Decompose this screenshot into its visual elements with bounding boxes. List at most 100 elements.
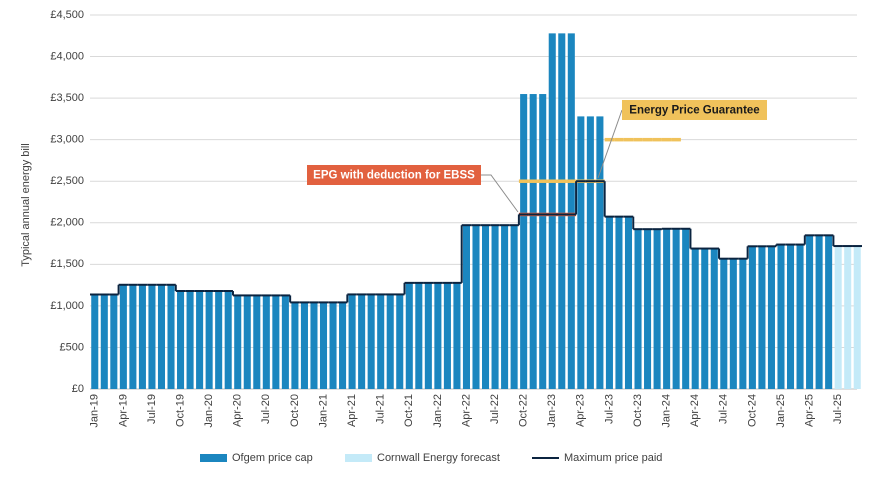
- bar: [167, 284, 175, 389]
- legend-label: Cornwall Energy forecast: [377, 452, 500, 464]
- x-tick-label: Jan-23: [546, 394, 558, 428]
- bar: [443, 282, 451, 389]
- x-tick-label: Oct-21: [403, 394, 415, 427]
- bar: [215, 291, 223, 389]
- bar: [806, 235, 814, 389]
- bar: [291, 302, 299, 389]
- bar: [834, 246, 842, 389]
- bar: [634, 229, 642, 389]
- bar: [615, 216, 623, 389]
- bar: [567, 33, 575, 389]
- bar: [815, 235, 823, 389]
- bar: [234, 295, 242, 389]
- y-axis-label: Typical annual energy bill: [20, 143, 32, 267]
- annotation-label: Energy Price Guarantee: [629, 105, 759, 117]
- x-tick-label: Apr-20: [232, 394, 244, 427]
- bar: [310, 302, 318, 389]
- bar: [644, 229, 652, 389]
- x-tick-label: Apr-22: [460, 394, 472, 427]
- bar: [520, 94, 528, 389]
- x-tick-label: Jul-25: [832, 394, 844, 424]
- bar: [129, 284, 137, 389]
- bar: [119, 284, 127, 389]
- annotation-box: [307, 165, 481, 185]
- y-tick-label: £3,500: [50, 92, 84, 104]
- y-tick-label: £1,500: [50, 258, 84, 270]
- bar: [796, 244, 804, 389]
- bar: [586, 116, 594, 389]
- bar: [186, 291, 194, 389]
- bar: [110, 294, 118, 389]
- annotation-box: [622, 100, 767, 120]
- bar: [605, 216, 613, 389]
- x-tick-label: Jan-19: [89, 394, 101, 428]
- y-tick-label: £4,000: [50, 50, 84, 62]
- x-tick-label: Jul-20: [260, 394, 272, 424]
- bar: [701, 248, 709, 389]
- bar: [138, 284, 146, 389]
- bar: [224, 291, 232, 389]
- bar: [758, 246, 766, 389]
- bar: [577, 116, 585, 389]
- x-tick-label: Jan-24: [661, 394, 673, 428]
- bar: [777, 244, 785, 389]
- legend-swatch: [345, 454, 372, 462]
- x-tick-label: Jul-23: [603, 394, 615, 424]
- bar: [339, 302, 347, 389]
- bar: [319, 302, 328, 389]
- x-tick-label: Oct-20: [289, 394, 301, 427]
- x-tick-label: Jan-22: [432, 394, 444, 428]
- bar: [548, 33, 556, 389]
- bar: [853, 246, 861, 389]
- bar: [100, 294, 108, 389]
- bar: [281, 295, 289, 389]
- bar: [396, 294, 404, 389]
- leader-line: [597, 109, 623, 179]
- bar: [243, 295, 251, 389]
- bar: [510, 225, 518, 389]
- bar: [748, 246, 756, 389]
- bar: [358, 294, 366, 389]
- x-tick-label: Apr-21: [346, 394, 358, 427]
- x-tick-label: Jul-22: [489, 394, 501, 424]
- annotation-label: EPG with deduction for EBSS: [313, 170, 475, 182]
- x-tick-label: Jul-19: [146, 394, 158, 424]
- bar: [348, 294, 356, 389]
- bar: [720, 258, 728, 389]
- y-tick-label: £2,500: [50, 175, 84, 187]
- bar: [377, 294, 385, 389]
- bar: [177, 291, 185, 389]
- bar: [262, 295, 270, 389]
- x-tick-label: Apr-23: [575, 394, 587, 427]
- bar: [367, 294, 375, 389]
- bar: [844, 246, 852, 389]
- bar: [539, 94, 547, 389]
- y-tick-label: £3,000: [50, 134, 84, 146]
- bar: [682, 228, 690, 389]
- bar: [663, 228, 671, 389]
- y-tick-label: £2,000: [50, 217, 84, 229]
- bar: [434, 282, 442, 389]
- bar: [405, 282, 413, 389]
- bar: [729, 258, 737, 389]
- bar: [624, 216, 633, 389]
- bar: [272, 295, 280, 389]
- bar: [491, 225, 499, 389]
- x-tick-label: Jul-21: [375, 394, 387, 424]
- bar: [472, 225, 480, 389]
- bar: [739, 258, 747, 389]
- bar: [482, 225, 490, 389]
- x-tick-label: Oct-19: [174, 394, 186, 427]
- x-tick-label: Jan-20: [203, 394, 215, 428]
- bar: [148, 284, 156, 389]
- y-tick-label: £1,000: [50, 300, 84, 312]
- bar: [300, 302, 308, 389]
- x-tick-label: Apr-19: [117, 394, 129, 427]
- x-tick-label: Jan-25: [775, 394, 787, 428]
- bar: [767, 246, 775, 389]
- leader-line: [481, 174, 519, 213]
- bar: [386, 294, 394, 389]
- bar: [253, 295, 261, 389]
- bar: [329, 302, 337, 389]
